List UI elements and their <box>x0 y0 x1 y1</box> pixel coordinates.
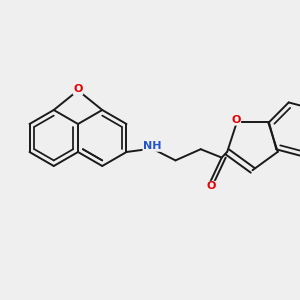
Text: O: O <box>73 84 83 94</box>
Text: NH: NH <box>143 141 161 151</box>
Text: O: O <box>231 115 241 125</box>
Text: O: O <box>207 182 216 191</box>
